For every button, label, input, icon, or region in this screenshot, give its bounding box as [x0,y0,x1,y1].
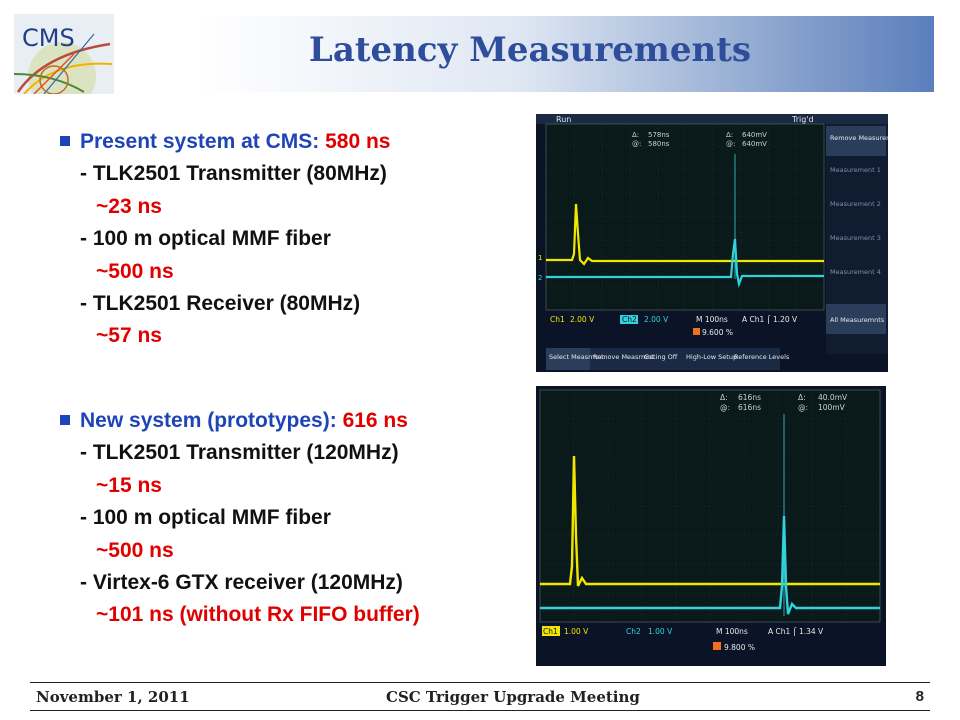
scope2-trigger-pos: 9.800 % [724,643,755,652]
scope1-delta-v-label: Δ: [726,131,733,139]
scope2-ch2-scale: 1.00 V [648,627,673,636]
footer-meeting: CSC Trigger Upgrade Meeting [386,688,640,706]
new-item-value: ~15 ns [96,473,162,497]
scope1-at-t: 580ns [648,140,670,148]
new-item-label: - TLK2501 Transmitter (120MHz) [80,441,399,465]
footer-page-number: 8 [915,688,924,705]
present-heading: Present system at CMS: 580 ns [60,126,391,158]
scope1-bottom-menu-item: High-Low Setup [686,353,737,361]
scope1-ch1-marker: 1 [538,254,542,262]
scope1-ch2-marker: 2 [538,274,542,282]
present-item-value: ~500 ns [96,259,174,283]
scope2-timebase: M 100ns [716,627,748,636]
scope1-trigger-pos: 9.600 % [702,328,733,337]
scope2-trigger: A Ch1 ⌠ 1.34 V [768,627,824,636]
scope1-run-status: Run [556,115,571,124]
scope2-delta-t: 616ns [738,393,761,402]
present-item-value: ~23 ns [96,194,162,218]
scope2-delta-t-label: Δ: [720,393,728,402]
present-heading-label: Present system at CMS: [80,130,320,153]
scope1-side-menu-item: Measurement 3 [830,234,881,242]
scope2-ch2-scale-label: Ch2 [626,627,641,636]
present-item-label: - TLK2501 Receiver (80MHz) [80,292,361,316]
scope2-ch2-trace [540,515,880,615]
present-item-label: - 100 m optical MMF fiber [80,227,331,251]
scope1-side-menu-item: Measurement 1 [830,166,881,174]
scope1-ch1-scale-label: Ch1 [550,315,565,324]
scope1-bottom-menu-item: Reference Levels [734,353,790,361]
footer-divider [30,710,930,711]
scope1-trig-status: Trig'd [791,115,814,124]
present-item-label: - TLK2501 Transmitter (80MHz) [80,162,387,186]
scope1-graticule [546,124,824,310]
scope1-delta-v: 640mV [742,131,767,139]
scope1-ch1-scale: 2.00 V [570,315,595,324]
scope1-ch2-scale: 2.00 V [644,315,669,324]
scope1-side-menu-item: Measurement 2 [830,200,881,208]
scope1-at-v-label: @: [726,140,735,148]
new-heading-value: 616 ns [342,409,408,432]
scope1-ch2-scale-label: Ch2 [622,315,637,324]
scope1-trigger: A Ch1 ⌠ 1.20 V [742,315,798,324]
oscilloscope-screenshot-new: Δ: 616ns @: 616ns Δ: 40.0mV @: 100mV Ch1… [536,386,886,666]
scope2-at-t: 616ns [738,403,761,412]
present-system-section: Present system at CMS: 580 ns - TLK2501 … [60,126,391,353]
scope2-at-v: 100mV [818,403,846,412]
present-heading-value: 580 ns [325,130,391,153]
scope1-bottom-menu-item: Remove Measrmnt [593,353,654,361]
scope1-ch2-trace [546,238,824,288]
cms-logo: CMS [14,14,114,94]
new-item-value: ~500 ns [96,538,174,562]
scope2-at-t-label: @: [720,403,730,412]
scope2-ch1-trace [540,455,880,587]
footer-divider [30,682,930,683]
scope1-bottom-menu [546,348,780,370]
oscilloscope-screenshot-present: Run Trig'd Δ: 578ns @: 580ns Δ: 640mV @:… [536,114,888,372]
present-item-value: ~57 ns [96,324,162,348]
new-heading-label: New system (prototypes): [80,409,337,432]
square-bullet-icon [60,136,70,146]
footer-date: November 1, 2011 [36,688,190,706]
scope2-delta-v-label: Δ: [798,393,806,402]
new-item-value: ~101 ns (without Rx FIFO buffer) [96,603,420,627]
slide-title: Latency Measurements [308,30,752,70]
new-item-label: - Virtex-6 GTX receiver (120MHz) [80,571,403,595]
new-heading: New system (prototypes): 616 ns [60,405,420,437]
scope2-ch1-scale-label: Ch1 [543,627,558,636]
scope2-delta-v: 40.0mV [818,393,848,402]
new-system-section: New system (prototypes): 616 ns - TLK250… [60,405,420,632]
scope1-timebase: M 100ns [696,315,728,324]
scope1-at-t-label: @: [632,140,641,148]
scope1-bottom-menu-item: Select Measrmnt [549,353,604,361]
scope2-at-v-label: @: [798,403,808,412]
scope1-ch1-trace [546,203,824,266]
scope1-side-menu-item: Remove Measurement [830,134,888,142]
scope1-bottom-menu-item: Gating Off [644,353,678,361]
scope1-at-v: 640mV [742,140,767,148]
header-band [12,16,934,92]
scope1-side-menu-item: Measurement 4 [830,268,881,276]
scope2-ch1-scale: 1.00 V [564,627,589,636]
scope1-side-menu-item: All Measuremnts [830,316,885,324]
square-bullet-icon [60,415,70,425]
new-item-label: - 100 m optical MMF fiber [80,506,331,530]
scope1-delta-t-label: Δ: [632,131,639,139]
cms-logo-text: CMS [22,24,75,52]
scope1-delta-t: 578ns [648,131,670,139]
